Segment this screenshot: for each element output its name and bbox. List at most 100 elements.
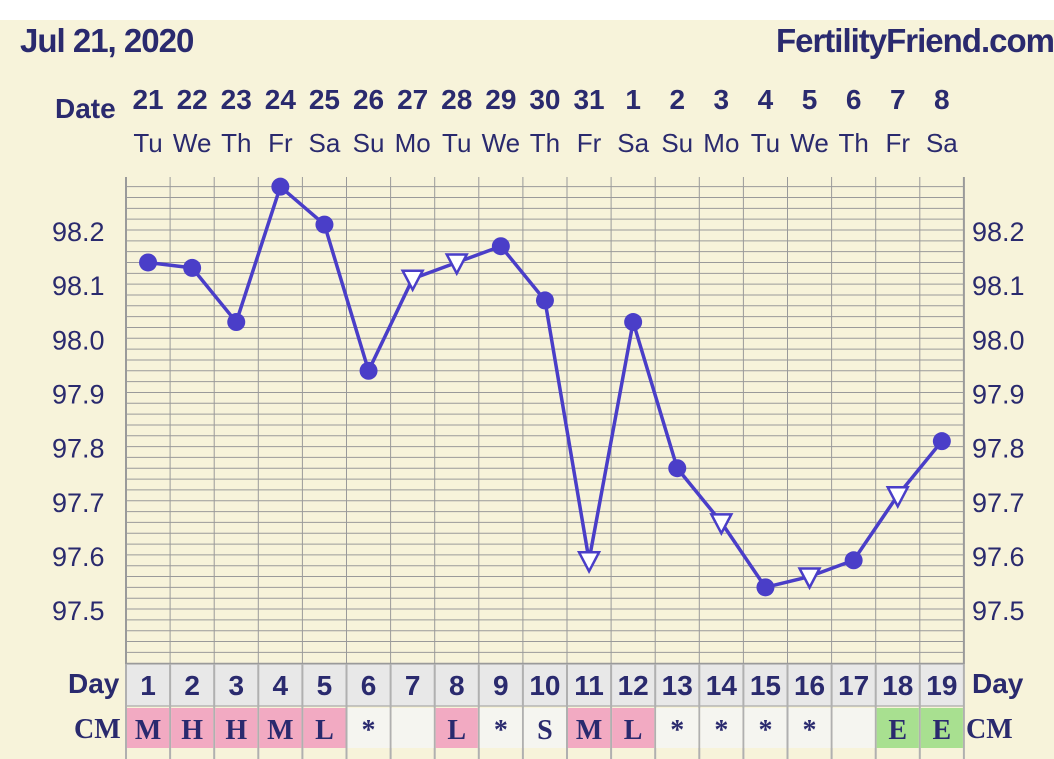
weekday-label: Mo (703, 128, 739, 158)
cm-cell (612, 708, 655, 748)
y-tick-label-left: 97.6 (52, 542, 105, 572)
y-tick-label-left: 98.2 (52, 217, 105, 247)
date-label: 26 (353, 84, 384, 115)
cm-label: * (494, 715, 508, 746)
day-row-label-right: Day (972, 668, 1024, 699)
cm-label: H (225, 715, 247, 746)
cm-cell (656, 708, 699, 748)
y-tick-label-right: 98.1 (972, 271, 1025, 301)
y-tick-label-right: 97.5 (972, 596, 1025, 626)
temperature-point-open (885, 486, 910, 509)
temperature-point (139, 253, 158, 272)
cm-label: M (135, 715, 161, 746)
temperature-point (932, 432, 951, 451)
weekday-label: Fr (268, 128, 293, 158)
cm-label: * (758, 715, 772, 746)
site-name: FertilityFriend.com (775, 22, 1054, 59)
weekday-label: We (173, 128, 212, 158)
y-tick-label-right: 97.6 (972, 542, 1025, 572)
date-label: 30 (529, 84, 560, 115)
weekday-label: Th (838, 128, 868, 158)
cm-cell (127, 708, 170, 748)
cm-label: L (315, 715, 334, 746)
cm-cell (303, 708, 346, 748)
date-label: 5 (802, 84, 818, 115)
weekday-label: Tu (133, 128, 162, 158)
cm-row-label-left: CM (74, 714, 121, 745)
date-label: 6 (846, 84, 862, 115)
cycle-day-label: 1 (140, 670, 156, 701)
cm-label: M (267, 715, 293, 746)
cycle-day-label: 4 (273, 670, 289, 701)
date-label: 21 (132, 84, 163, 115)
cycle-day-label: 8 (449, 670, 465, 701)
y-tick-label-right: 98.2 (972, 217, 1025, 247)
cm-label: * (714, 715, 728, 746)
cm-cell (259, 708, 302, 748)
date-label: 1 (625, 84, 641, 115)
cm-label: L (624, 715, 643, 746)
cycle-day-label: 16 (794, 670, 825, 701)
y-tick-label-left: 98.1 (52, 271, 105, 301)
temperature-point (491, 237, 510, 256)
date-label: 24 (265, 84, 297, 115)
date-row-label: Date (55, 93, 116, 124)
temperature-point-open (709, 513, 734, 537)
temperature-point (756, 578, 775, 597)
date-label: 8 (934, 84, 950, 115)
y-tick-label-left: 97.9 (52, 379, 105, 409)
cm-cell (435, 708, 478, 748)
y-tick-label-left: 98.0 (52, 325, 105, 355)
cm-cell (788, 708, 831, 748)
weekday-label: We (790, 128, 829, 158)
cycle-day-label: 14 (706, 670, 738, 701)
y-tick-label-right: 97.9 (972, 379, 1025, 409)
cm-label: * (362, 715, 376, 746)
cm-row-label-right: CM (966, 714, 1013, 745)
cycle-day-label: 15 (750, 670, 781, 701)
cycle-day-label: 17 (838, 670, 869, 701)
cm-cell (391, 708, 434, 748)
chart-background (0, 20, 1054, 759)
cm-label: E (888, 715, 907, 746)
temperature-point (183, 258, 202, 277)
temperature-point (271, 177, 290, 196)
cm-label: S (537, 715, 553, 746)
temperature-point (359, 361, 378, 380)
date-label: 23 (221, 84, 252, 115)
day-row-label-left: Day (68, 668, 120, 699)
cycle-day-label: 5 (317, 670, 333, 701)
cm-cell (876, 708, 919, 748)
temperature-point-open (576, 551, 602, 574)
cm-cell (568, 708, 611, 748)
cycle-day-label: 13 (662, 670, 693, 701)
weekday-label: Th (221, 128, 251, 158)
weekday-label: Sa (309, 128, 341, 158)
temperature-point (668, 459, 687, 478)
cycle-day-label: 9 (493, 670, 509, 701)
day-row (125, 663, 965, 707)
weekday-label: Sa (617, 128, 649, 158)
date-label: 29 (485, 84, 516, 115)
cm-cell (920, 708, 963, 748)
temperature-point (535, 291, 554, 310)
weekday-label: We (482, 128, 521, 158)
cycle-day-label: 6 (361, 670, 377, 701)
weekday-label: Fr (577, 128, 602, 158)
cm-label: E (933, 715, 952, 746)
temperature-point-open (400, 269, 425, 293)
cm-label: L (447, 715, 466, 746)
temperature-point (227, 313, 246, 332)
temperature-line (147, 184, 944, 590)
cm-cell (832, 708, 875, 748)
cm-cell (744, 708, 787, 748)
date-label: 7 (890, 84, 906, 115)
y-tick-label-right: 98.0 (972, 325, 1025, 355)
cycle-day-label: 18 (882, 670, 913, 701)
date-label: 2 (669, 84, 685, 115)
cm-cell (523, 708, 566, 748)
weekday-label: Th (530, 128, 560, 158)
cm-label: H (181, 715, 203, 746)
cycle-day-label: 11 (574, 670, 604, 701)
